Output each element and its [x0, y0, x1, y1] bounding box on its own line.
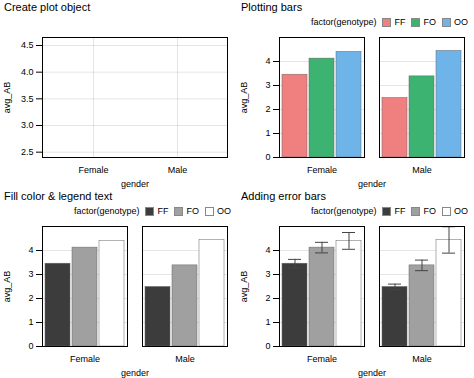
svg-text:0: 0 — [265, 152, 270, 162]
html-text:Plotting bars: Plotting bars — [241, 1, 303, 13]
html-text:OO: OO — [454, 206, 468, 216]
svg-text:1: 1 — [265, 317, 270, 327]
svg-text:1: 1 — [28, 317, 33, 327]
svg-text:4: 4 — [28, 245, 33, 255]
svg-text:3: 3 — [265, 80, 270, 90]
svg-text:3.5: 3.5 — [21, 94, 34, 104]
svg-text:1: 1 — [265, 128, 270, 138]
svg-text:avg_AB: avg_AB — [239, 271, 249, 303]
html-text:FF: FF — [394, 17, 406, 27]
svg-text:Female: Female — [70, 354, 100, 364]
html-text:FO: FO — [423, 17, 436, 27]
html-text:OO: OO — [217, 206, 231, 216]
svg-text:4.0: 4.0 — [21, 67, 34, 77]
svg-text:Male: Male — [412, 165, 432, 175]
svg-text:Female: Female — [307, 165, 337, 175]
html-text:FF: FF — [394, 206, 406, 216]
html-text:Fill color & legend text: Fill color & legend text — [4, 190, 113, 202]
svg-text:Female: Female — [307, 354, 337, 364]
svg-text:2: 2 — [265, 104, 270, 114]
html-text:Create plot object: Create plot object — [4, 1, 91, 13]
svg-text:2: 2 — [265, 293, 270, 303]
svg-text:4: 4 — [265, 56, 270, 66]
svg-text:avg_AB: avg_AB — [2, 82, 12, 114]
svg-text:Male: Male — [168, 165, 188, 175]
svg-text:2: 2 — [28, 293, 33, 303]
svg-text:avg_AB: avg_AB — [2, 271, 12, 303]
svg-text:gender: gender — [358, 179, 386, 189]
html-text:factor(genotype): factor(genotype) — [73, 206, 140, 216]
html-text:factor(genotype): factor(genotype) — [310, 17, 377, 27]
svg-text:4.5: 4.5 — [21, 40, 34, 50]
svg-text:gender: gender — [358, 368, 386, 378]
html-text:FF: FF — [157, 206, 169, 216]
svg-text:3: 3 — [28, 269, 33, 279]
svg-text:Female: Female — [78, 165, 108, 175]
html-text:Adding error bars: Adding error bars — [241, 190, 326, 202]
svg-text:Male: Male — [175, 354, 195, 364]
svg-text:avg_AB: avg_AB — [239, 82, 249, 114]
svg-text:3: 3 — [265, 269, 270, 279]
svg-text:2.5: 2.5 — [21, 147, 34, 157]
svg-text:4: 4 — [265, 245, 270, 255]
html-text:factor(genotype): factor(genotype) — [310, 206, 377, 216]
svg-text:Male: Male — [412, 354, 432, 364]
svg-text:0: 0 — [28, 341, 33, 351]
html-text:FO: FO — [423, 206, 436, 216]
html-text:OO: OO — [454, 17, 468, 27]
html-text:FO: FO — [186, 206, 199, 216]
svg-text:3.0: 3.0 — [21, 120, 34, 130]
svg-text:gender: gender — [121, 368, 149, 378]
svg-text:0: 0 — [265, 341, 270, 351]
svg-text:gender: gender — [121, 179, 149, 189]
